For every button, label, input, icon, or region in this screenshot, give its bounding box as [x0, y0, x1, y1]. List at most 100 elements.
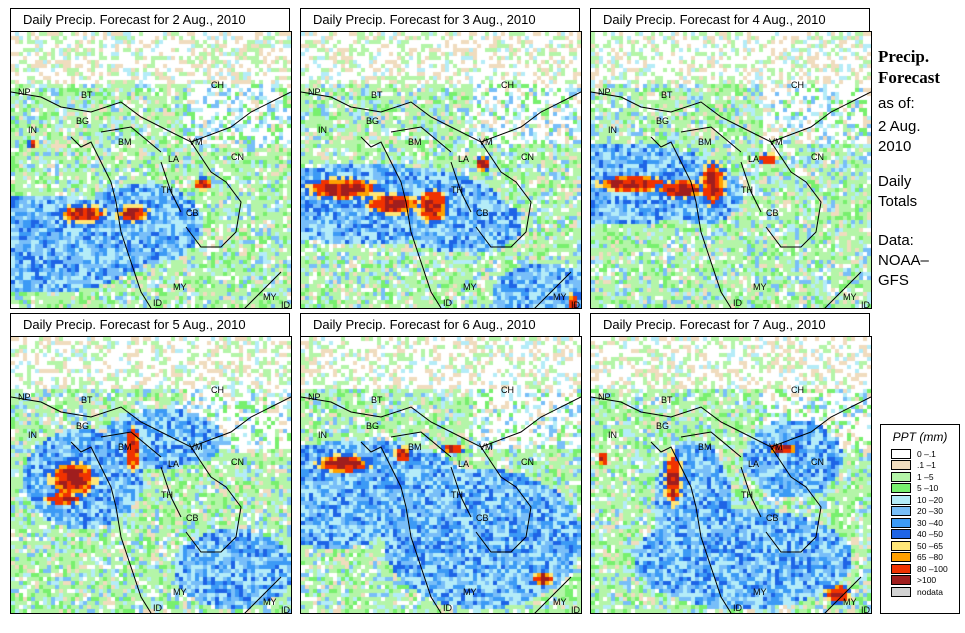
legend-label: 65 –80 — [917, 552, 943, 563]
country-label-cn: CN — [521, 457, 534, 467]
coastline-borders — [301, 396, 581, 613]
legend-item: 0 –.1 — [891, 448, 959, 460]
country-label-cn: CN — [231, 152, 244, 162]
country-label-my: MY — [843, 292, 857, 302]
legend-title: PPT (mm) — [892, 430, 948, 444]
country-label-my: MY — [263, 292, 277, 302]
legend-label: nodata — [917, 586, 943, 597]
country-label-bg: BG — [656, 421, 670, 431]
panel-title: Daily Precip. Forecast for 7 Aug., 2010 — [590, 313, 870, 336]
info-text: Precip. Forecast as of: 2 Aug. 2010 Daily… — [878, 46, 940, 291]
country-label-cb: CB — [766, 513, 779, 523]
side-title-2: Forecast — [878, 68, 940, 87]
country-label-id: ID — [443, 603, 452, 613]
country-label-id: ID — [281, 300, 290, 309]
country-label-id: ID — [153, 298, 162, 308]
country-label-id: ID — [443, 298, 452, 308]
country-label-cn: CN — [811, 152, 824, 162]
legend-swatch — [891, 506, 911, 517]
coastline-borders — [591, 91, 871, 308]
country-label-my: MY — [553, 292, 567, 302]
country-label-in: IN — [28, 125, 37, 135]
data-2: NOAA– — [878, 252, 929, 269]
totals-2: Totals — [878, 193, 918, 210]
country-label-ch: CH — [791, 80, 804, 90]
country-label-id: ID — [861, 605, 870, 614]
country-label-th: TH — [741, 185, 753, 195]
legend-label: 40 –50 — [917, 529, 943, 540]
country-label-bg: BG — [366, 421, 380, 431]
country-label-vm: VM — [189, 442, 203, 452]
precip-grid — [591, 337, 871, 613]
country-label-cn: CN — [521, 152, 534, 162]
legend-label: 1 –5 — [917, 471, 934, 482]
country-label-th: TH — [161, 185, 173, 195]
country-label-id: ID — [733, 603, 742, 613]
country-label-th: TH — [451, 185, 463, 195]
precip-map: NP BT CH IN BG BM VM LA CN TH CB MY ID MY ID — [10, 336, 292, 614]
precip-grid — [591, 32, 871, 308]
precip-grid — [11, 32, 291, 308]
country-label-vm: VM — [769, 442, 783, 452]
as-of-year: 2010 — [878, 138, 912, 155]
legend-swatch — [891, 575, 911, 586]
country-label-th: TH — [741, 490, 753, 500]
side-title-1: Precip. — [878, 47, 930, 66]
country-label-np: NP — [18, 87, 31, 97]
legend-label: .1 –1 — [917, 460, 936, 471]
legend-item: 65 –80 — [891, 552, 959, 564]
country-label-bm: BM — [408, 137, 422, 147]
country-label-id: ID — [571, 605, 580, 614]
country-label-bt: BT — [81, 90, 93, 100]
panel-title: Daily Precip. Forecast for 6 Aug., 2010 — [300, 313, 580, 336]
country-label-bt: BT — [371, 395, 383, 405]
panel-title: Daily Precip. Forecast for 4 Aug., 2010 — [590, 8, 870, 31]
country-label-la: LA — [458, 459, 470, 469]
country-label-my: MY — [553, 597, 567, 607]
legend-item: .1 –1 — [891, 460, 959, 472]
legend-item: nodata — [891, 586, 959, 598]
country-label-bt: BT — [661, 90, 673, 100]
country-label-id: ID — [153, 603, 162, 613]
legend-label: 80 –100 — [917, 563, 948, 574]
precip-map: NP BT CH IN BG BM VM LA CN TH CB MY ID MY ID — [300, 31, 582, 309]
legend-item: >100 — [891, 575, 959, 587]
totals-1: Daily — [878, 173, 912, 190]
country-label-bm: BM — [408, 442, 422, 452]
country-label-my: MY — [463, 587, 477, 597]
country-label-np: NP — [598, 392, 611, 402]
forecast-panel: Daily Precip. Forecast for 3 Aug., 2010 … — [300, 8, 582, 309]
forecast-panel: Daily Precip. Forecast for 6 Aug., 2010 … — [300, 313, 582, 614]
legend-item: 50 –65 — [891, 540, 959, 552]
legend-label: 30 –40 — [917, 517, 943, 528]
country-label-bg: BG — [656, 116, 670, 126]
country-label-la: LA — [168, 459, 180, 469]
data-1: Data: — [878, 232, 914, 249]
forecast-panel: Daily Precip. Forecast for 5 Aug., 2010 … — [10, 313, 292, 614]
country-label-bg: BG — [76, 116, 90, 126]
as-of-date: 2 Aug. — [878, 118, 921, 135]
panel-title: Daily Precip. Forecast for 5 Aug., 2010 — [10, 313, 290, 336]
legend-item: 80 –100 — [891, 563, 959, 575]
country-label-id: ID — [571, 300, 580, 309]
legend-swatch — [891, 471, 911, 482]
legend-item: 5 –10 — [891, 483, 959, 495]
country-label-my: MY — [263, 597, 277, 607]
country-label-ch: CH — [211, 385, 224, 395]
country-label-cn: CN — [811, 457, 824, 467]
legend-label: 0 –.1 — [917, 448, 936, 459]
forecast-panel: Daily Precip. Forecast for 4 Aug., 2010 … — [590, 8, 872, 309]
legend-swatch — [891, 529, 911, 540]
country-label-id: ID — [733, 298, 742, 308]
precip-grid — [301, 32, 581, 308]
legend-swatch — [891, 483, 911, 494]
as-of-label: as of: — [878, 95, 915, 112]
legend-swatch — [891, 460, 911, 471]
country-label-my: MY — [753, 282, 767, 292]
country-label-bg: BG — [76, 421, 90, 431]
legend-label: 50 –65 — [917, 540, 943, 551]
country-label-cb: CB — [476, 208, 489, 218]
country-label-np: NP — [308, 392, 321, 402]
country-label-bm: BM — [118, 442, 132, 452]
coastline-borders — [591, 396, 871, 613]
